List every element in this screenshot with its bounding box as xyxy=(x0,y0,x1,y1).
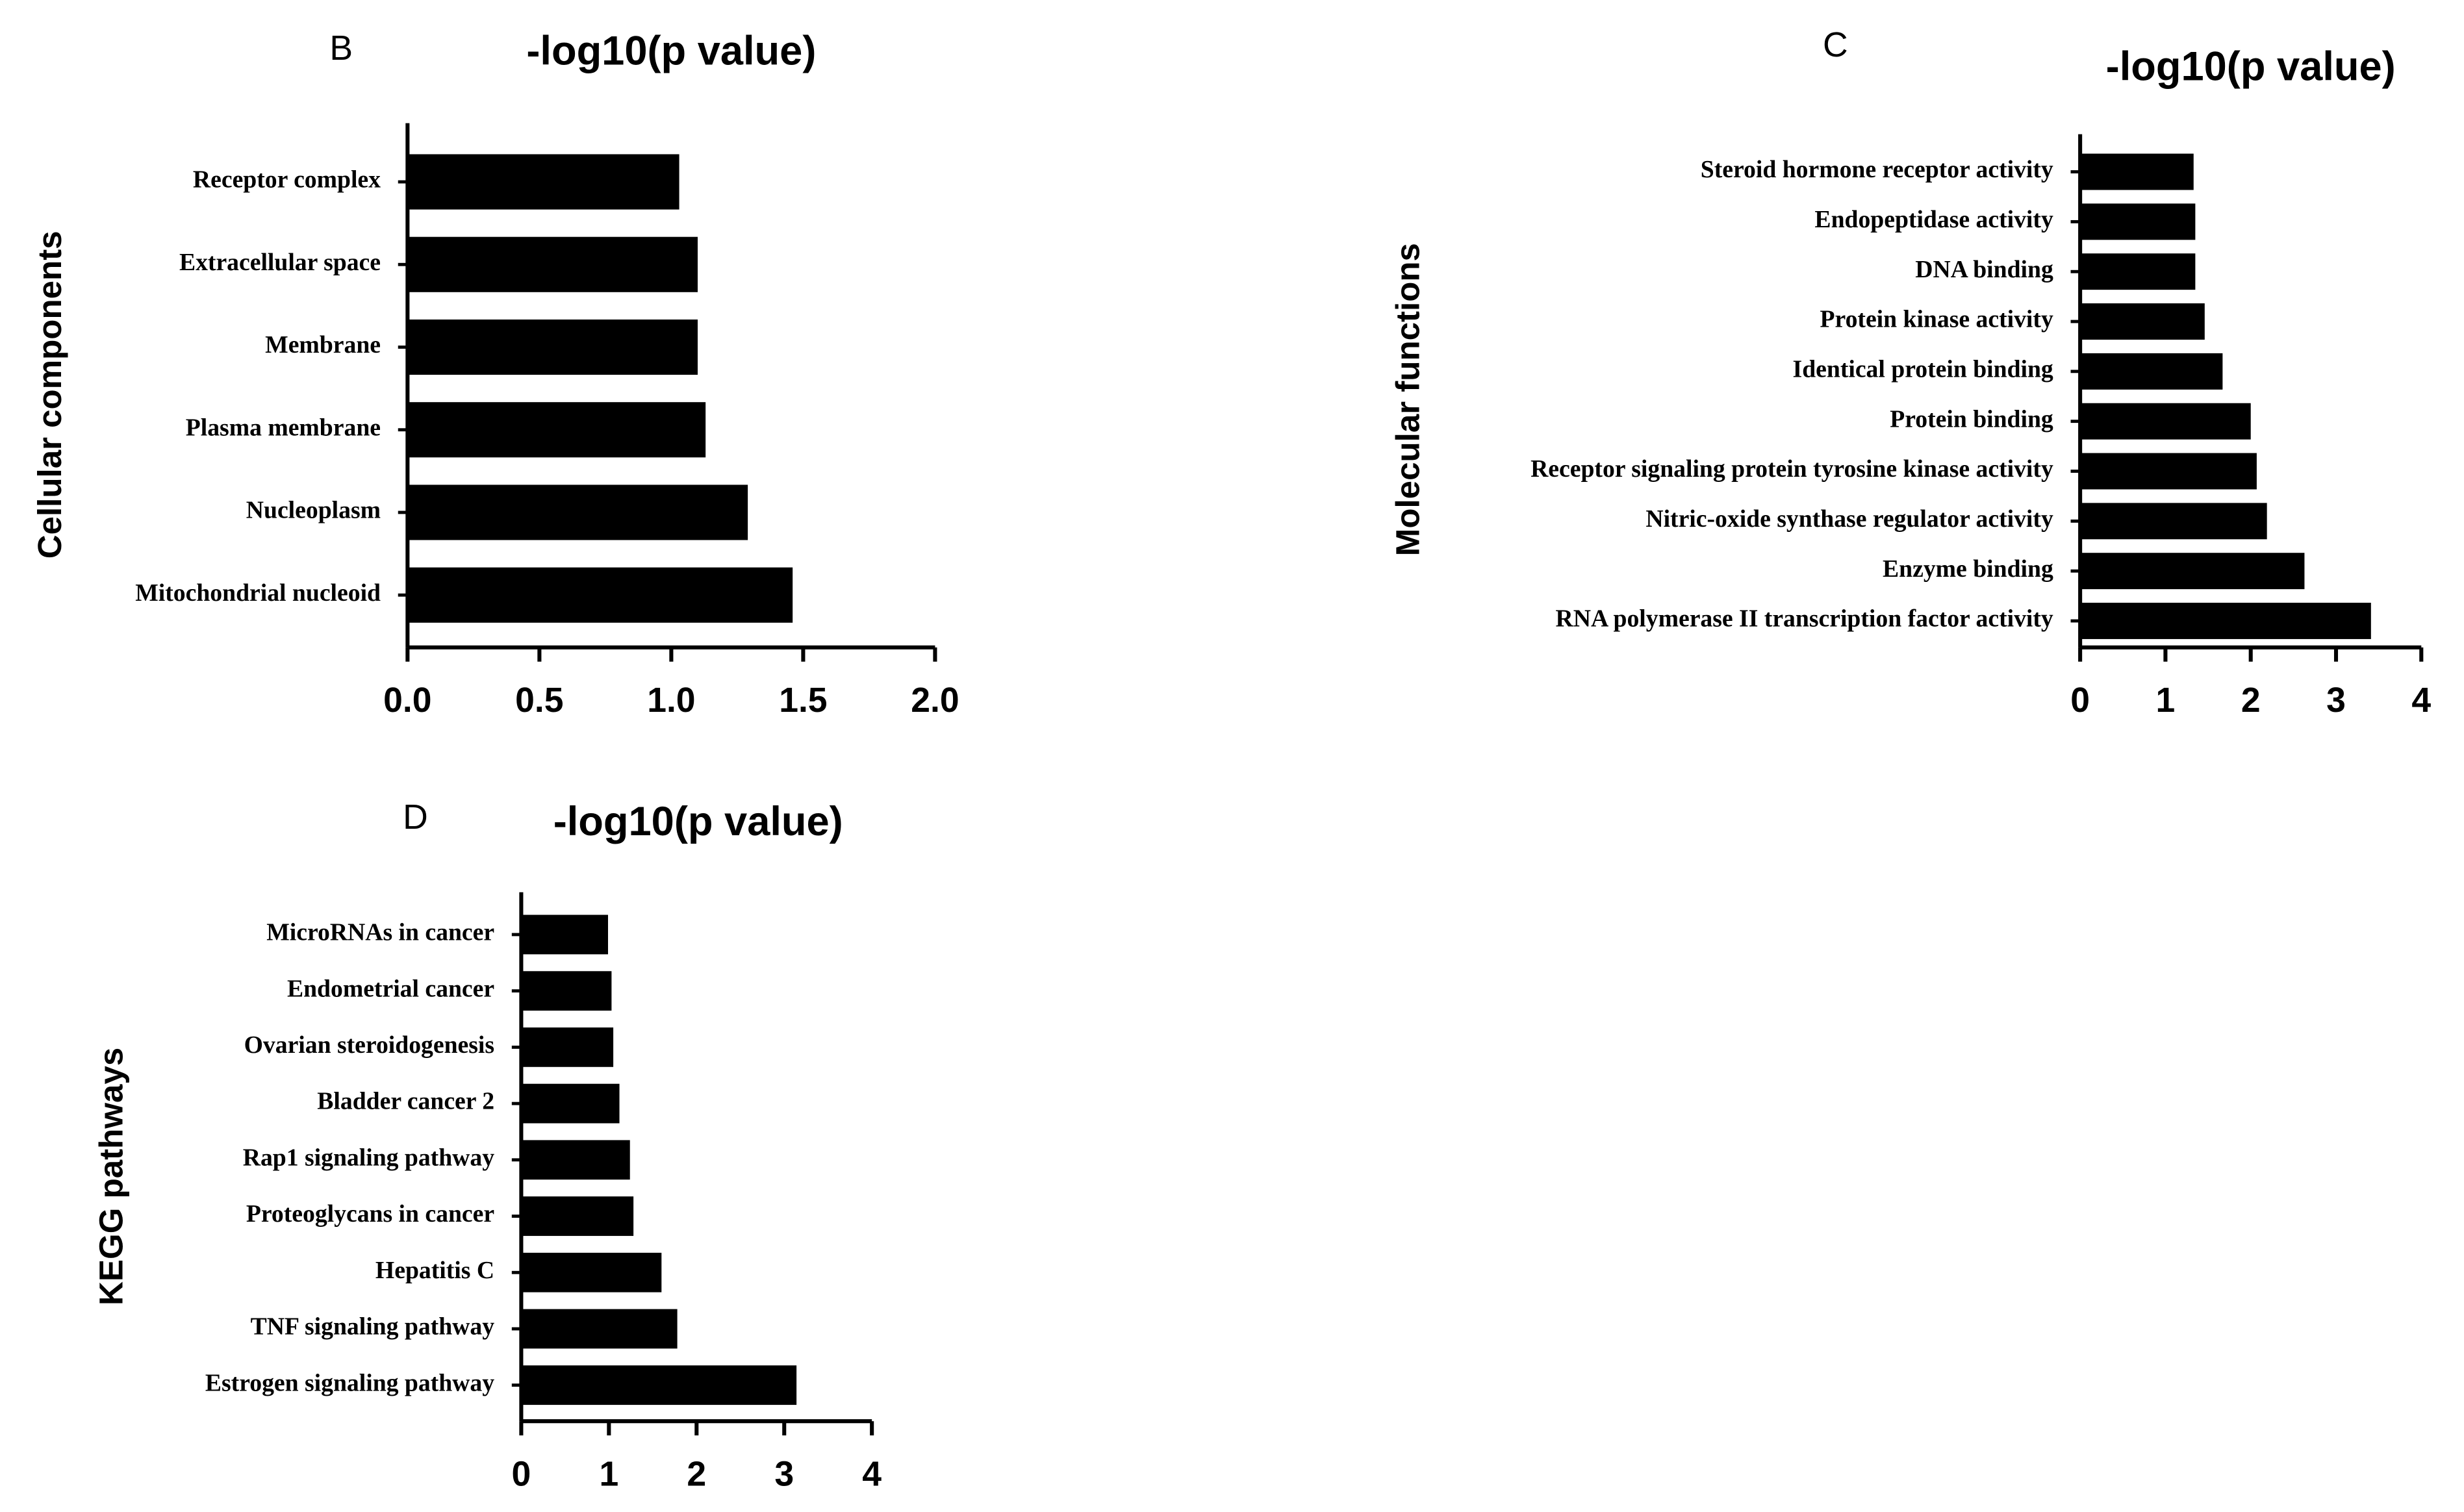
category-label: Protein binding xyxy=(1890,405,2053,433)
chart-title: -log10(p value) xyxy=(2106,44,2396,90)
category-label: Protein kinase activity xyxy=(1820,306,2053,333)
bar xyxy=(407,154,680,210)
bar xyxy=(407,319,698,375)
x-tick-label: 2 xyxy=(687,1455,706,1493)
panel-label: D xyxy=(403,798,428,837)
bar xyxy=(2080,303,2205,340)
x-tick-label: 0.5 xyxy=(515,681,563,720)
category-label: Identical protein binding xyxy=(1793,355,2053,383)
chart-title: -log10(p value) xyxy=(526,28,816,73)
bar xyxy=(521,1140,630,1180)
bar xyxy=(407,567,793,623)
category-label: Plasma membrane xyxy=(186,414,381,441)
bar xyxy=(2080,203,2196,240)
category-label: Extracellular space xyxy=(179,249,381,276)
x-tick-label: 1 xyxy=(2156,681,2176,720)
category-label: DNA binding xyxy=(1915,256,2053,283)
bar xyxy=(521,971,612,1011)
category-label: Rap1 signaling pathway xyxy=(243,1144,494,1171)
bar xyxy=(521,1027,614,1067)
x-tick-label: 4 xyxy=(2411,681,2431,720)
category-label: Endometrial cancer xyxy=(287,975,494,1002)
category-label: Mitochondrial nucleoid xyxy=(135,579,381,607)
category-label: Enzyme binding xyxy=(1883,555,2053,583)
category-label: Membrane xyxy=(265,331,381,359)
bar xyxy=(2080,153,2194,190)
category-label: Receptor signaling protein tyrosine kina… xyxy=(1530,455,2053,483)
bar xyxy=(2080,403,2251,440)
x-tick-label: 2.0 xyxy=(911,681,959,720)
x-tick-label: 1.0 xyxy=(647,681,695,720)
bar xyxy=(2080,553,2305,590)
category-label: Bladder cancer 2 xyxy=(317,1088,494,1115)
category-label: Proteoglycans in cancer xyxy=(246,1200,494,1228)
x-tick-label: 2 xyxy=(2241,681,2261,720)
y-axis-label: Cellular components xyxy=(31,231,68,559)
bar xyxy=(521,1309,678,1349)
chart-title: -log10(p value) xyxy=(553,799,843,844)
x-tick-label: 3 xyxy=(2326,681,2346,720)
category-label: Ovarian steroidogenesis xyxy=(244,1031,494,1059)
category-label: Nucleoplasm xyxy=(246,497,381,524)
bar xyxy=(521,1252,662,1292)
category-label: Nitric-oxide synthase regulator activity xyxy=(1645,505,2053,533)
category-label: Receptor complex xyxy=(193,166,381,194)
category-label: Hepatitis C xyxy=(375,1257,494,1284)
x-tick-label: 1.5 xyxy=(779,681,827,720)
bar xyxy=(2080,353,2223,390)
x-tick-label: 3 xyxy=(774,1455,794,1493)
y-axis-label: KEGG pathways xyxy=(93,1048,130,1305)
category-label: MicroRNAs in cancer xyxy=(266,919,494,946)
x-tick-label: 4 xyxy=(862,1455,882,1493)
category-label: RNA polymerase II transcription factor a… xyxy=(1556,605,2053,633)
bar xyxy=(407,485,748,540)
bar xyxy=(521,1083,620,1124)
category-label: Endopeptidase activity xyxy=(1814,206,2053,233)
bar xyxy=(521,1196,634,1236)
y-axis-label: Molecular functions xyxy=(1390,243,1427,556)
bar xyxy=(521,914,608,955)
panel-label: B xyxy=(329,29,353,68)
bar xyxy=(407,402,706,458)
bar xyxy=(2080,253,2196,290)
x-tick-label: 0.0 xyxy=(383,681,431,720)
x-tick-label: 0 xyxy=(512,1455,531,1493)
x-tick-label: 0 xyxy=(2070,681,2090,720)
panel-label: C xyxy=(1823,26,1848,64)
bar xyxy=(2080,453,2257,490)
x-tick-label: 1 xyxy=(599,1455,618,1493)
category-label: Estrogen signaling pathway xyxy=(205,1369,494,1396)
category-label: TNF signaling pathway xyxy=(251,1313,495,1341)
bar xyxy=(2080,603,2371,639)
category-label: Steroid hormone receptor activity xyxy=(1701,156,2053,183)
bar xyxy=(521,1365,797,1405)
bar xyxy=(2080,503,2267,540)
bar xyxy=(407,236,698,292)
